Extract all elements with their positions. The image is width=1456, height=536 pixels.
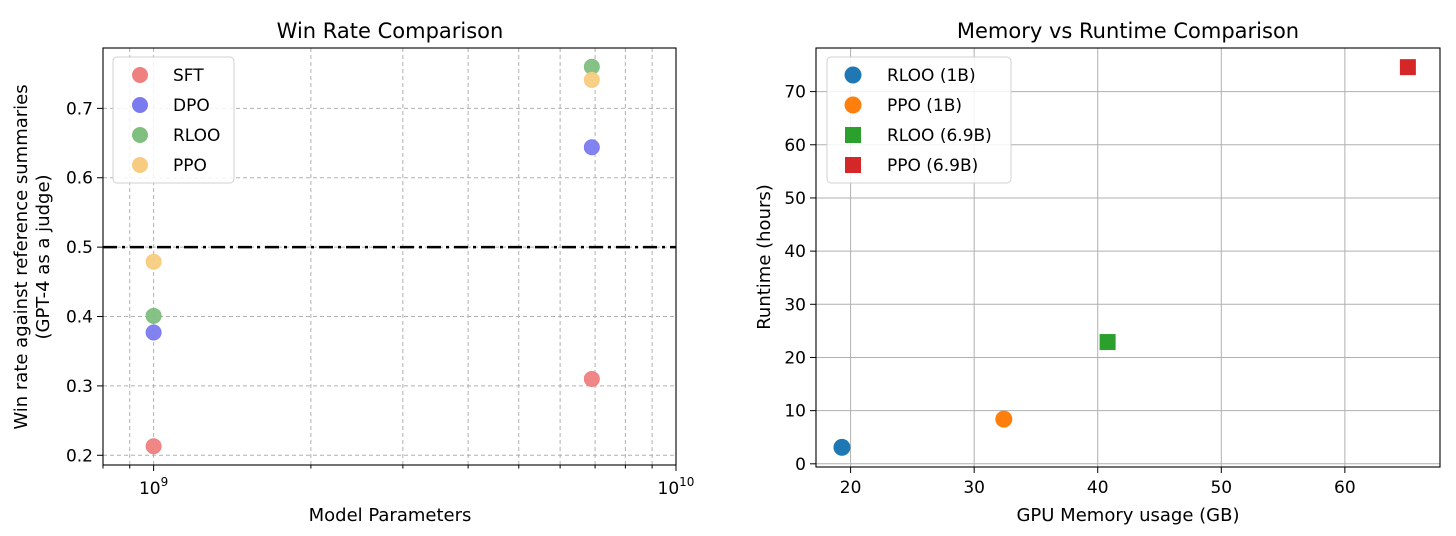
- point-dpo: [583, 139, 600, 156]
- y-tick-label: 0.5: [66, 238, 93, 258]
- data-points: [145, 58, 600, 455]
- data-points: [833, 59, 1416, 456]
- y-tick-label: 0.6: [66, 169, 93, 189]
- axis-ticks: 20 30 40 50 60 0 10 20 30 40 50 60 70: [784, 83, 1355, 498]
- legend-box: [112, 56, 235, 184]
- point-dpo: [145, 324, 162, 341]
- point-rloo-1b: [833, 438, 851, 456]
- point-sft: [145, 438, 162, 455]
- y-axis-label: Runtime (hours): [754, 184, 775, 330]
- point-sft: [583, 370, 600, 387]
- point-ppo: [583, 71, 600, 88]
- legend-marker: [844, 96, 862, 114]
- grid: [102, 48, 677, 465]
- memory-runtime-chart: 20 30 40 50 60 0 10 20 30 40 50 60 70 Memory vs Runt…: [754, 19, 1441, 526]
- axis-ticks: 0.2 0.3 0.4 0.5 0.6 0.7 109 1010: [66, 99, 695, 499]
- legend-marker: [132, 67, 148, 83]
- x-tick-label: 60: [1334, 478, 1356, 498]
- x-tick-label: 40: [1087, 478, 1109, 498]
- legend-label: DPO: [173, 96, 210, 116]
- point-rloo-6-9b: [1099, 334, 1116, 351]
- y-tick-label: 50: [784, 189, 806, 209]
- x-axis-label: Model Parameters: [309, 505, 472, 526]
- y-tick-label: 30: [784, 295, 806, 315]
- legend-label: PPO (6.9B): [887, 156, 978, 176]
- x-tick-label: 1010: [658, 475, 695, 499]
- legend-label: PPO: [173, 156, 207, 176]
- point-rloo: [145, 307, 162, 324]
- x-tick-label: 50: [1210, 478, 1232, 498]
- legend-label: SFT: [173, 66, 204, 86]
- legend-marker: [132, 97, 148, 113]
- legend-label: RLOO (1B): [887, 66, 976, 86]
- y-tick-label: 60: [784, 136, 806, 156]
- point-ppo-1b: [995, 410, 1013, 428]
- legend-label: RLOO (6.9B): [887, 126, 992, 146]
- chart-title: Win Rate Comparison: [277, 19, 504, 43]
- y-tick-label: 70: [784, 83, 806, 103]
- point-ppo-6-9b: [1399, 59, 1416, 76]
- plot-frame: [102, 47, 677, 466]
- x-axis-label: GPU Memory usage (GB): [1016, 505, 1239, 526]
- y-tick-label: 0.2: [66, 446, 93, 466]
- legend-label: PPO (1B): [887, 96, 962, 116]
- legend: RLOO (1B) PPO (1B) RLOO (6.9B) PPO (6.9B): [826, 56, 1012, 184]
- x-tick-label: 30: [963, 478, 985, 498]
- x-tick-label: 20: [840, 478, 862, 498]
- y-axis-label-line2: (GPT-4 as a judge): [33, 174, 54, 339]
- y-tick-label: 0: [795, 455, 806, 475]
- win-rate-chart: 0.2 0.3 0.4 0.5 0.6 0.7 109 1010 Win Rate Compa…: [11, 19, 694, 526]
- y-tick-label: 10: [784, 402, 806, 422]
- legend: SFT DPO RLOO PPO: [112, 56, 235, 184]
- legend-marker: [132, 127, 148, 143]
- y-tick-label: 0.4: [66, 308, 93, 328]
- chart-title: Memory vs Runtime Comparison: [957, 19, 1299, 43]
- point-ppo: [145, 253, 162, 270]
- legend-marker: [132, 157, 148, 173]
- legend-marker: [845, 127, 861, 143]
- y-tick-label: 40: [784, 242, 806, 262]
- legend-marker: [845, 157, 861, 173]
- legend-marker: [844, 66, 862, 84]
- x-tick-label: 109: [139, 475, 168, 499]
- legend-box: [826, 56, 1012, 184]
- y-axis-label-line1: Win rate against reference summaries: [11, 84, 32, 429]
- legend-label: RLOO: [173, 126, 220, 146]
- plot-frame: [815, 47, 1441, 468]
- y-tick-label: 20: [784, 348, 806, 368]
- y-tick-label: 0.7: [66, 99, 93, 119]
- y-tick-label: 0.3: [66, 377, 93, 397]
